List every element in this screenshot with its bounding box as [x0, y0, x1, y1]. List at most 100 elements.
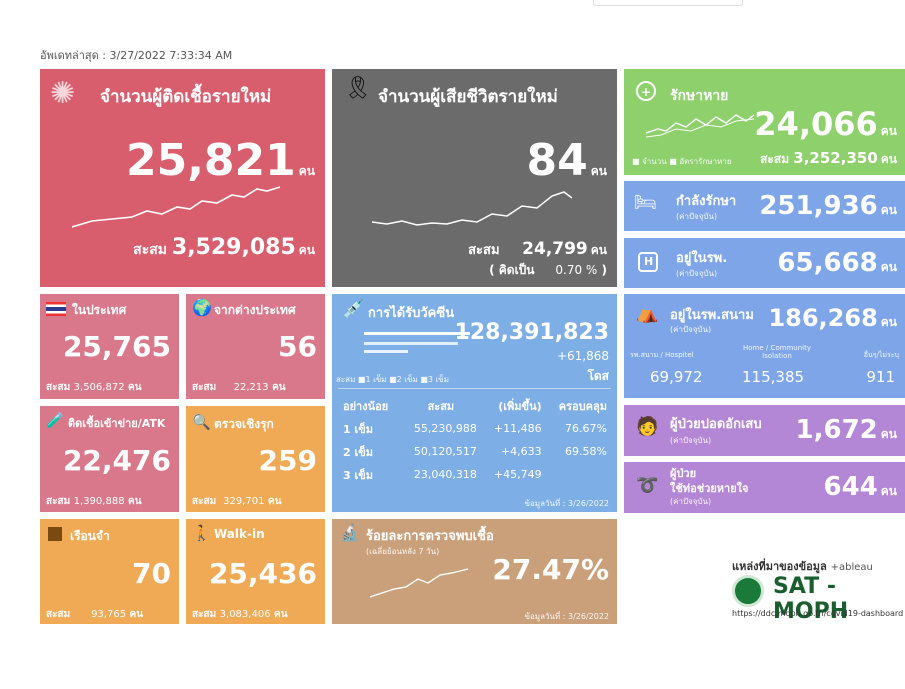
- field-hospital-col2-label: Home / Community Isolation: [743, 344, 811, 360]
- hospital-building-icon: H: [638, 252, 658, 272]
- prison-title: เรือนจำ: [70, 529, 110, 543]
- card-positivity[interactable]: 🔬 ร้อยละการตรวจพบเชื้อ (เฉลี่ยย้อนหลัง 7…: [332, 519, 617, 624]
- atk-title: ติดเชื้อเข้าข่าย/ATK: [68, 417, 166, 430]
- last-updated: อัพเดทล่าสุด : 3/27/2022 7:33:34 AM: [40, 49, 233, 62]
- tent-icon: ⛺: [636, 303, 659, 324]
- domestic-cumulative: สะสม 3,506,872 คน: [46, 382, 142, 393]
- source-label: แหล่งที่มาของข้อมูล +ableau: [732, 560, 873, 573]
- vaccine-cell: [547, 463, 612, 486]
- card-new-deaths[interactable]: 🎗 จำนวนผู้เสียชีวิตรายใหม่ 84 คน สะสม 24,…: [332, 69, 617, 287]
- thai-flag-icon: [46, 302, 66, 316]
- abroad-value: 56: [278, 330, 317, 363]
- virus-icon: ✺: [50, 76, 76, 111]
- vaccine-legend: สะสม ■1 เข็ม ■2 เข็ม ■3 เข็ม: [336, 375, 449, 384]
- new-deaths-value: 84 คน: [526, 135, 607, 186]
- new-deaths-rate: ( คิดเป็น 0.70 % ): [489, 263, 607, 277]
- card-ventilator[interactable]: ➰ ผู้ป่วย ใช้ท่อช่วยหายใจ (ค่าปัจจุบัน) …: [624, 462, 905, 513]
- vaccine-date: ข้อมูลวันที่ : 3/26/2022: [524, 499, 609, 508]
- vaccine-cell: +11,486: [493, 422, 542, 435]
- card-vaccine[interactable]: 💉 การได้รับวัคซีน 128,391,823 +61,868 โด…: [332, 294, 617, 512]
- medical-cross-icon: +: [636, 81, 656, 101]
- vaccine-increase: +61,868: [556, 349, 609, 363]
- vaccine-table-header: อย่างน้อย สะสม (เพิ่มขึ้น) ครอบคลุม: [338, 394, 612, 417]
- walkin-title: Walk-in: [214, 527, 265, 541]
- prison-bars-icon: [48, 527, 62, 541]
- recovered-value: 24,066 คน: [754, 105, 897, 143]
- positivity-title: ร้อยละการตรวจพบเชื้อ: [366, 529, 494, 544]
- positivity-sparkline: [370, 568, 469, 598]
- domestic-title: ในประเทศ: [72, 303, 127, 317]
- card-domestic[interactable]: ในประเทศ 25,765 สะสม 3,506,872 คน: [40, 294, 179, 399]
- vaccine-total: 128,391,823: [454, 320, 609, 345]
- vaccine-cell: 3 เข็ม: [343, 468, 374, 482]
- in-hospital-sub: (ค่าปัจจุบัน): [676, 269, 718, 278]
- vaccine-cell: 1 เข็ม: [343, 422, 374, 436]
- field-hospital-col1-label: รพ.สนาม / Hospitel: [630, 351, 694, 359]
- source-url[interactable]: https://ddc.moph.go.th/covid19-dashboard: [732, 609, 904, 618]
- vaccine-cell: 50,120,517: [413, 445, 477, 458]
- new-deaths-cumulative: สะสม 24,799 คน: [468, 239, 607, 259]
- moph-logo-icon: [732, 575, 764, 607]
- vaccine-cell: 76.67%: [565, 422, 607, 435]
- card-abroad[interactable]: 🌍 จากต่างประเทศ 56 สะสม 22,213 คน: [186, 294, 325, 399]
- card-treating[interactable]: 🛏 กำลังรักษา (ค่าปัจจุบัน) 251,936 คน: [624, 181, 905, 231]
- proactive-title: ตรวจเชิงรุก: [214, 417, 274, 431]
- recovered-legend: ■ จำนวน ■ อัตรารักษาหาย: [632, 157, 732, 166]
- globe-icon: 🌍: [192, 298, 212, 317]
- positivity-date: ข้อมูลวันที่ : 3/26/2022: [524, 612, 609, 621]
- atk-cumulative: สะสม 1,390,888 คน: [46, 496, 142, 507]
- syringe-icon: 💉: [342, 299, 365, 320]
- treating-sub: (ค่าปัจจุบัน): [676, 212, 718, 221]
- field-hospital-col3-label: อื่นๆ/ไม่ระบุ: [863, 351, 899, 359]
- prison-cumulative: สะสม 93,765 คน: [46, 609, 144, 620]
- new-deaths-title: จำนวนผู้เสียชีวิตรายใหม่: [378, 87, 558, 107]
- vaccine-header-cell: (เพิ่มขึ้น): [498, 399, 542, 413]
- source-brand: SAT - MOPH: [773, 574, 849, 624]
- table-row: 3 เข็ม 23,040,318 +45,749: [338, 463, 612, 486]
- tableau-logo: +ableau: [830, 562, 873, 573]
- card-in-hospital[interactable]: H อยู่ในรพ. (ค่าปัจจุบัน) 65,668 คน: [624, 238, 905, 288]
- ventilator-title-2: ใช้ท่อช่วยหายใจ: [670, 482, 749, 495]
- field-hospital-sub: (ค่าปัจจุบัน): [670, 325, 712, 334]
- new-deaths-sparkline: [372, 191, 573, 226]
- new-cases-sparkline: [72, 186, 281, 228]
- card-walkin[interactable]: 🚶 Walk-in 25,436 สะสม 3,083,406 คน: [186, 519, 325, 624]
- walkin-value: 25,436: [208, 557, 317, 590]
- vaccine-cell: +4,633: [500, 445, 542, 458]
- field-hospital-col1: 69,972: [650, 368, 703, 386]
- atk-value: 22,476: [62, 444, 171, 477]
- prison-value: 70: [132, 557, 171, 590]
- vaccine-header-cell: สะสม: [427, 399, 455, 413]
- card-atk[interactable]: 🧪 ติดเชื้อเข้าข่าย/ATK 22,476 สะสม 1,390…: [40, 406, 179, 512]
- domestic-value: 25,765: [62, 330, 171, 363]
- ventilator-title: ผู้ป่วย: [670, 467, 697, 480]
- recovered-cumulative: สะสม 3,252,350 คน: [760, 149, 897, 167]
- proactive-cumulative: สะสม 329,701 คน: [192, 496, 282, 507]
- new-cases-value: 25,821 คน: [125, 135, 315, 186]
- in-hospital-title: อยู่ในรพ.: [676, 251, 728, 266]
- vaccine-bar-1: [364, 332, 470, 335]
- field-hospital-title: อยู่ในรพ.สนาม: [670, 308, 754, 323]
- card-field-hospital[interactable]: ⛺ อยู่ในรพ.สนาม (ค่าปัจจุบัน) 186,268 คน …: [624, 294, 905, 398]
- card-recovered[interactable]: + รักษาหาย 24,066 คน ■ จำนวน ■ อัตรารักษา…: [624, 69, 905, 175]
- new-cases-title: จำนวนผู้ติดเชื้อรายใหม่: [100, 87, 272, 107]
- abroad-title: จากต่างประเทศ: [214, 303, 296, 317]
- patient-icon: 🧑: [636, 416, 659, 437]
- table-row: 1 เข็ม 55,230,988 +11,486 76.67%: [338, 417, 612, 440]
- recovered-sparkline: [646, 114, 755, 138]
- in-hospital-value: 65,668 คน: [777, 248, 897, 278]
- vaccine-cell: 23,040,318: [413, 468, 477, 481]
- ventilator-value: 644 คน: [823, 472, 897, 502]
- proactive-value: 259: [258, 444, 317, 477]
- pneumonia-value: 1,672 คน: [795, 415, 897, 445]
- field-hospital-col3: 911: [866, 368, 895, 386]
- card-pneumonia[interactable]: 🧑 ผู้ป่วยปอดอักเสบ (ค่าปัจจุบัน) 1,672 คน: [624, 405, 905, 456]
- filter-box[interactable]: [593, 0, 743, 6]
- vaccine-title: การได้รับวัคซีน: [368, 306, 455, 321]
- card-new-cases[interactable]: ✺ จำนวนผู้ติดเชื้อรายใหม่ 25,821 คน สะสม …: [40, 69, 325, 287]
- card-proactive[interactable]: 🔍 ตรวจเชิงรุก 259 สะสม 329,701 คน: [186, 406, 325, 512]
- lab-icon: 🔬: [340, 523, 360, 542]
- card-prison[interactable]: เรือนจำ 70 สะสม 93,765 คน: [40, 519, 179, 624]
- treating-title: กำลังรักษา: [676, 194, 737, 209]
- vaccine-bar-2: [364, 342, 458, 345]
